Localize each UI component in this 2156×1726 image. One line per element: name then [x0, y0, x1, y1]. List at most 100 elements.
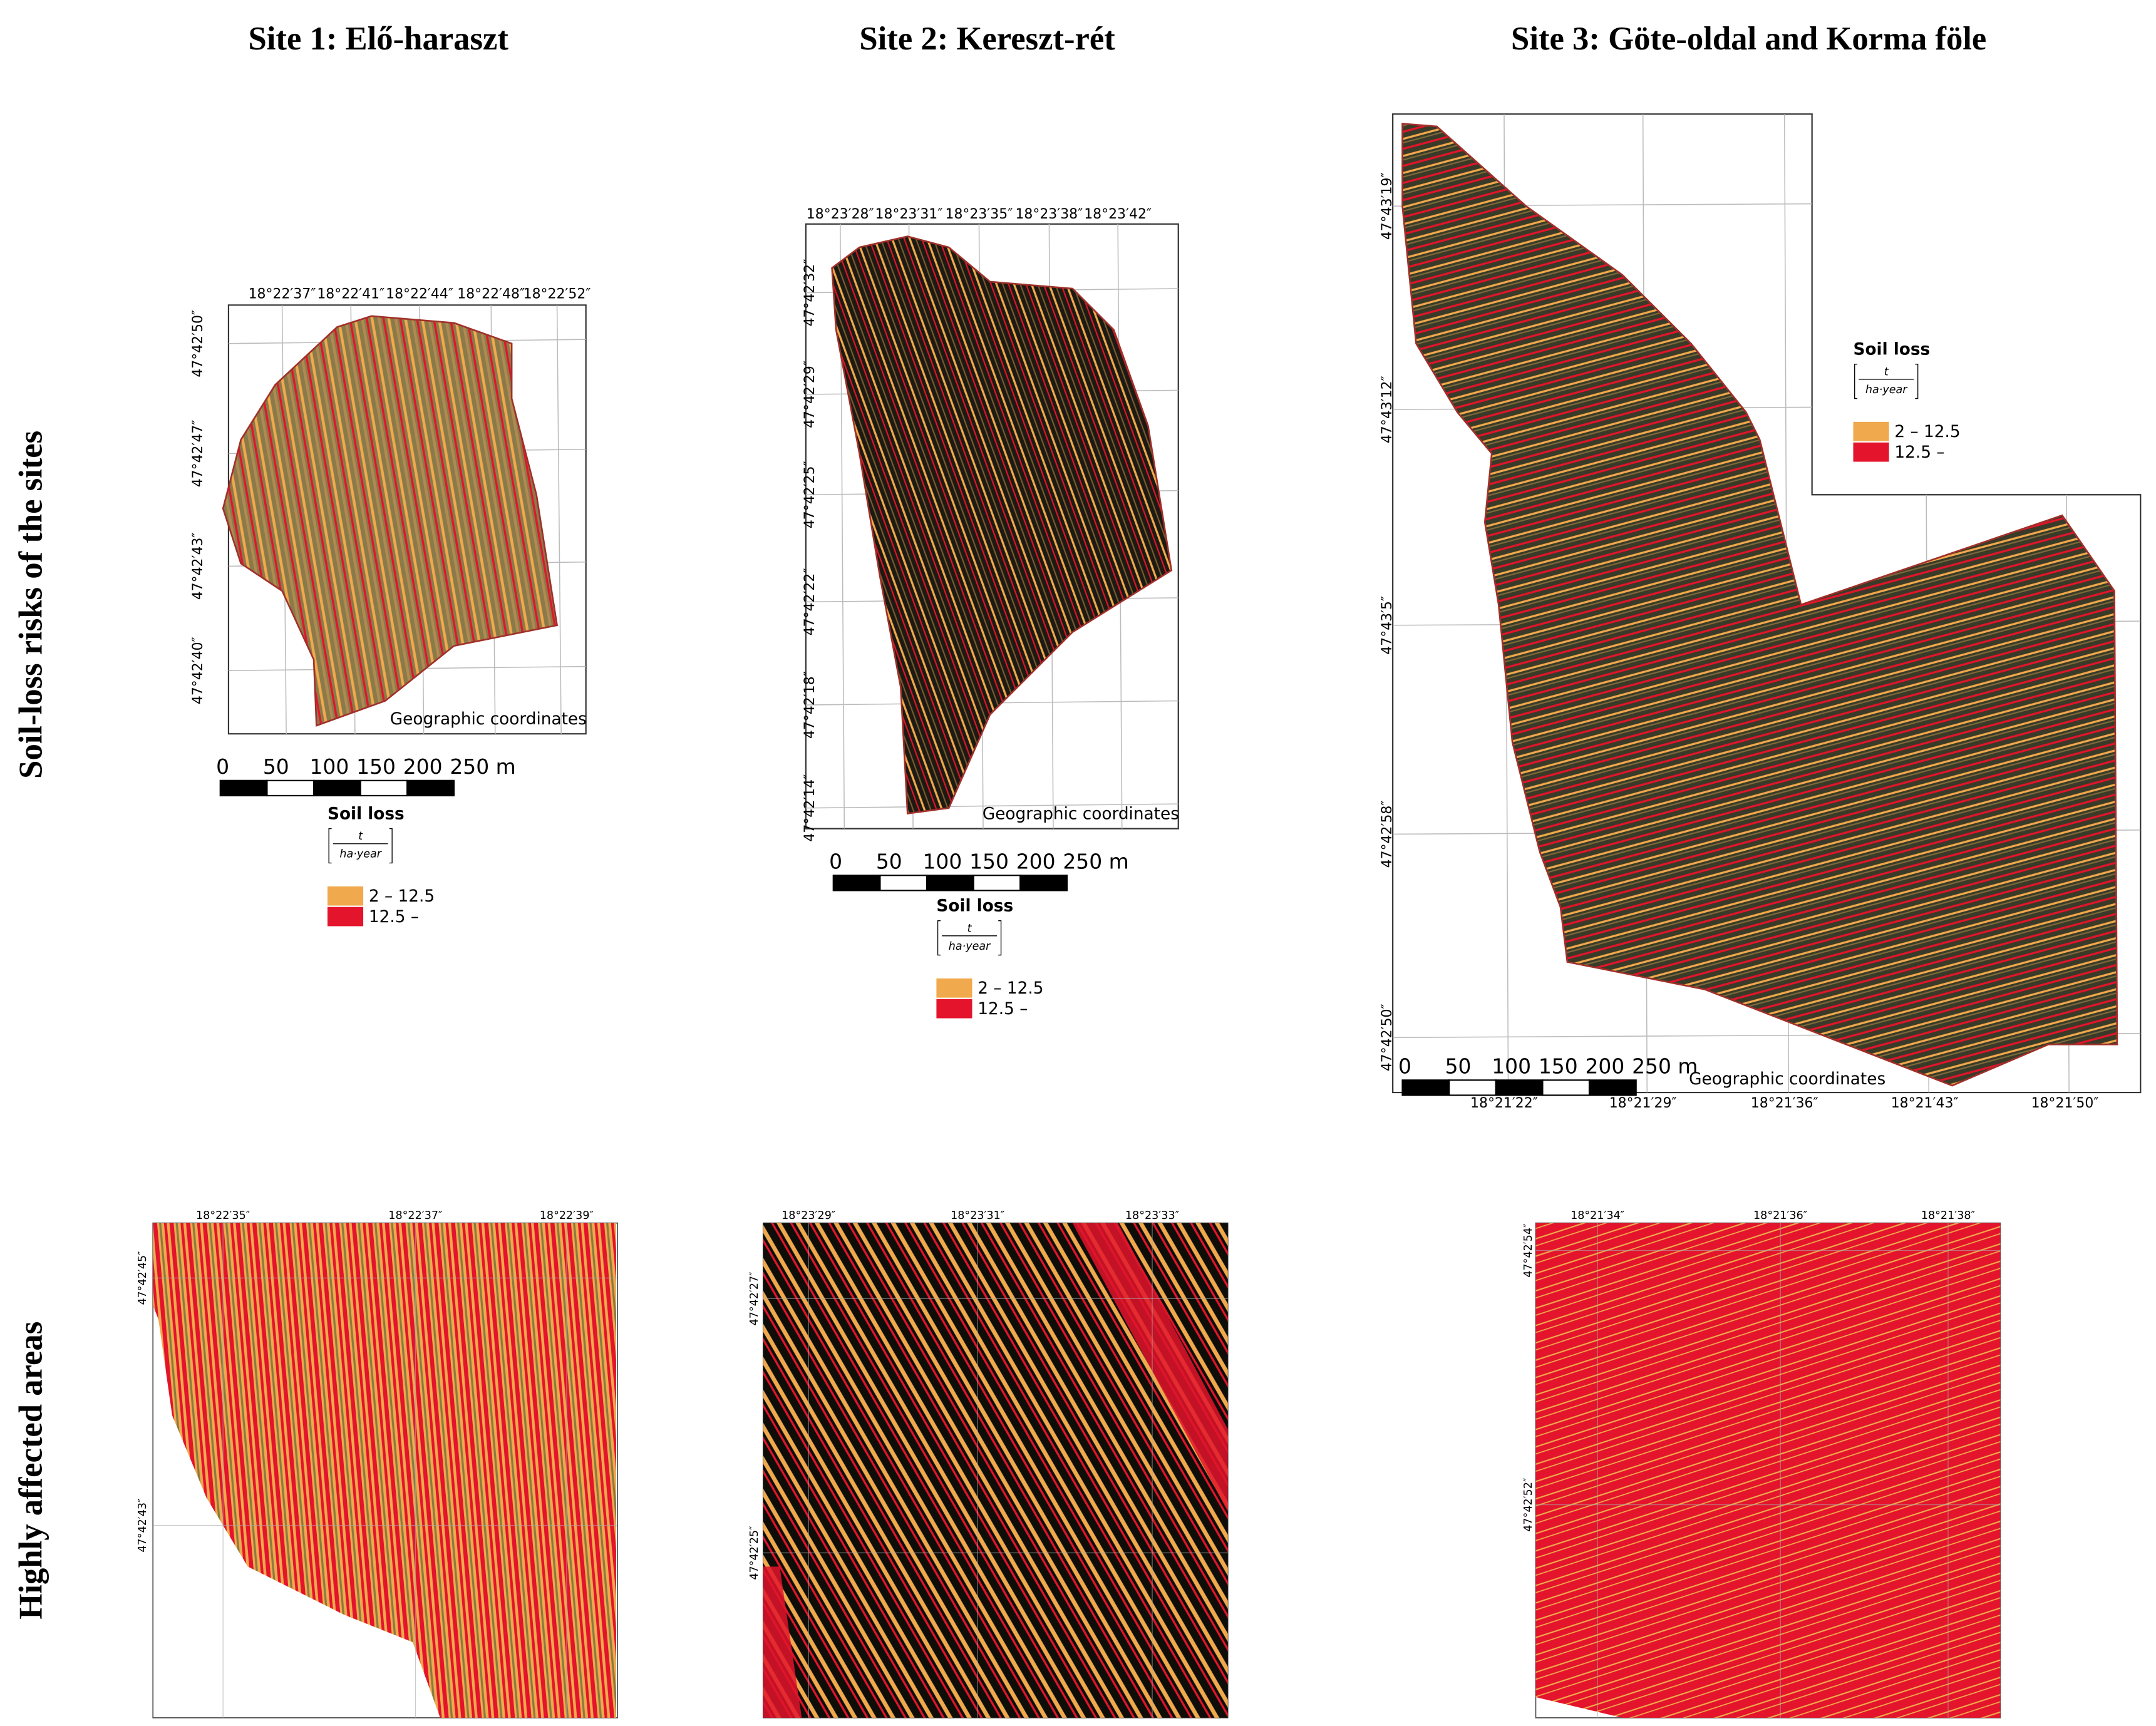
longitude-label: 18°23′42″ — [1084, 207, 1152, 222]
latitude-label: 47°43′19″ — [1380, 172, 1395, 240]
legend-title: Soil loss — [936, 896, 1013, 915]
longitude-label: 18°21′29″ — [1609, 1096, 1677, 1111]
scale-label: 200 — [1016, 849, 1056, 873]
latitude-label: 47°43′5″ — [1380, 596, 1395, 655]
scale-segment — [1588, 1079, 1637, 1096]
latitude-label: 47°42′25″ — [748, 1526, 761, 1580]
legend-title: Soil loss — [1854, 340, 1931, 359]
longitude-label: 18°21′38″ — [1921, 1210, 1976, 1222]
zoom-image — [153, 1223, 616, 1718]
unit-numerator: t — [358, 830, 363, 843]
longitude-label: 18°23′31″ — [951, 1210, 1005, 1222]
row-label: Highly affected areas — [13, 1322, 49, 1620]
longitude-label: 18°23′33″ — [1125, 1210, 1180, 1222]
scale-segment — [266, 779, 315, 797]
latitude-label: 47°42′18″ — [802, 671, 818, 739]
latitude-label: 47°42′43″ — [190, 532, 206, 600]
latitude-label: 47°42′47″ — [190, 419, 206, 487]
scale-segment — [926, 875, 974, 891]
legend-swatch — [327, 886, 364, 906]
legend-label: 12.5 – — [977, 1000, 1028, 1019]
longitude-label: 18°23′35″ — [946, 207, 1013, 222]
field-map — [222, 315, 559, 727]
bracket — [937, 920, 1002, 956]
latitude-label: 47°42′45″ — [137, 1251, 149, 1305]
scale-label: 0 — [1398, 1054, 1411, 1078]
scale-segment — [1448, 1079, 1497, 1096]
longitude-label: 18°22′37″ — [388, 1210, 443, 1222]
latitude-label: 47°42′52″ — [1522, 1477, 1535, 1532]
longitude-label: 18°23′28″ — [807, 207, 874, 222]
column-title: Site 3: Göte-oldal and Korma föle — [1511, 21, 1986, 57]
coordinate-note: Geographic coordinates — [390, 710, 587, 729]
legend-label: 12.5 – — [369, 908, 419, 927]
scale-label: 100 — [309, 754, 349, 779]
scale-segment — [972, 875, 1021, 891]
bracket — [1854, 364, 1919, 399]
legend-label: 12.5 – — [1894, 443, 1944, 462]
longitude-label: 18°22′52″ — [524, 286, 591, 302]
scale-label: 250 m — [1063, 849, 1128, 873]
scale-label: 50 — [263, 754, 289, 779]
longitude-label: 18°22′37″ — [249, 286, 316, 302]
latitude-label: 47°42′40″ — [190, 637, 206, 704]
unit-numerator: t — [967, 922, 972, 935]
latitude-label: 47°42′29″ — [802, 361, 818, 428]
grid-line — [805, 803, 1179, 809]
legend-swatch — [1853, 421, 1889, 441]
latitude-label: 47°42′50″ — [190, 310, 206, 378]
scale-label: 100 — [1492, 1054, 1531, 1078]
legend-swatch — [936, 999, 972, 1019]
unit-denominator: ha·year — [1865, 384, 1908, 396]
scale-segment — [219, 779, 268, 797]
longitude-label: 18°22′41″ — [317, 286, 384, 302]
legend-swatch — [936, 978, 972, 998]
latitude-label: 47°42′50″ — [1380, 1004, 1395, 1071]
unit-denominator: ha·year — [339, 848, 382, 861]
legend-title: Soil loss — [328, 804, 405, 823]
longitude-label: 18°22′48″ — [457, 286, 525, 302]
scale-segment — [406, 779, 455, 797]
longitude-label: 18°23′31″ — [875, 207, 943, 222]
scale-label: 0 — [829, 849, 842, 873]
latitude-label: 47°42′14″ — [802, 774, 818, 842]
zoom-strip — [763, 1566, 802, 1718]
scale-label: 250 m — [450, 754, 515, 779]
scale-label: 0 — [216, 754, 229, 779]
longitude-label: 18°23′38″ — [1015, 207, 1083, 222]
longitude-label: 18°23′29″ — [781, 1210, 836, 1222]
scale-label: 200 — [403, 754, 443, 779]
latitude-label: 47°42′25″ — [802, 461, 818, 528]
latitude-label: 47°42′58″ — [1380, 800, 1395, 868]
legend-swatch — [327, 907, 364, 927]
latitude-label: 47°42′22″ — [802, 568, 818, 635]
longitude-label: 18°21′34″ — [1571, 1210, 1625, 1222]
longitude-label: 18°21′36″ — [1753, 1210, 1808, 1222]
scale-segment — [1019, 875, 1068, 891]
column-title: Site 1: Elő-haraszt — [248, 21, 508, 57]
grid-line — [556, 305, 562, 734]
longitude-label: 18°22′35″ — [196, 1210, 250, 1222]
field-map — [831, 235, 1173, 814]
longitude-label: 18°21′36″ — [1751, 1096, 1818, 1111]
scale-segment — [1401, 1079, 1450, 1096]
scale-label: 200 — [1585, 1054, 1624, 1078]
latitude-label: 47°43′12″ — [1380, 376, 1395, 443]
legend-label: 2 – 12.5 — [1894, 423, 1960, 441]
scale-label: 150 — [1539, 1054, 1578, 1078]
latitude-label: 47°42′43″ — [137, 1498, 149, 1553]
scale-label: 100 — [922, 849, 962, 873]
scale-segment — [359, 779, 408, 797]
column-title: Site 2: Kereszt-rét — [859, 21, 1115, 57]
bracket — [328, 828, 393, 864]
zoom-image — [1535, 1223, 2001, 1718]
unit-denominator: ha·year — [949, 940, 991, 953]
scale-label: 150 — [356, 754, 396, 779]
scale-label: 50 — [1445, 1054, 1472, 1078]
coordinate-note: Geographic coordinates — [983, 804, 1179, 823]
legend-swatch — [1853, 442, 1889, 462]
legend-label: 2 – 12.5 — [977, 979, 1043, 998]
longitude-label: 18°21′43″ — [1891, 1096, 1959, 1111]
scale-segment — [312, 779, 361, 797]
zoom-image — [763, 1223, 1228, 1718]
